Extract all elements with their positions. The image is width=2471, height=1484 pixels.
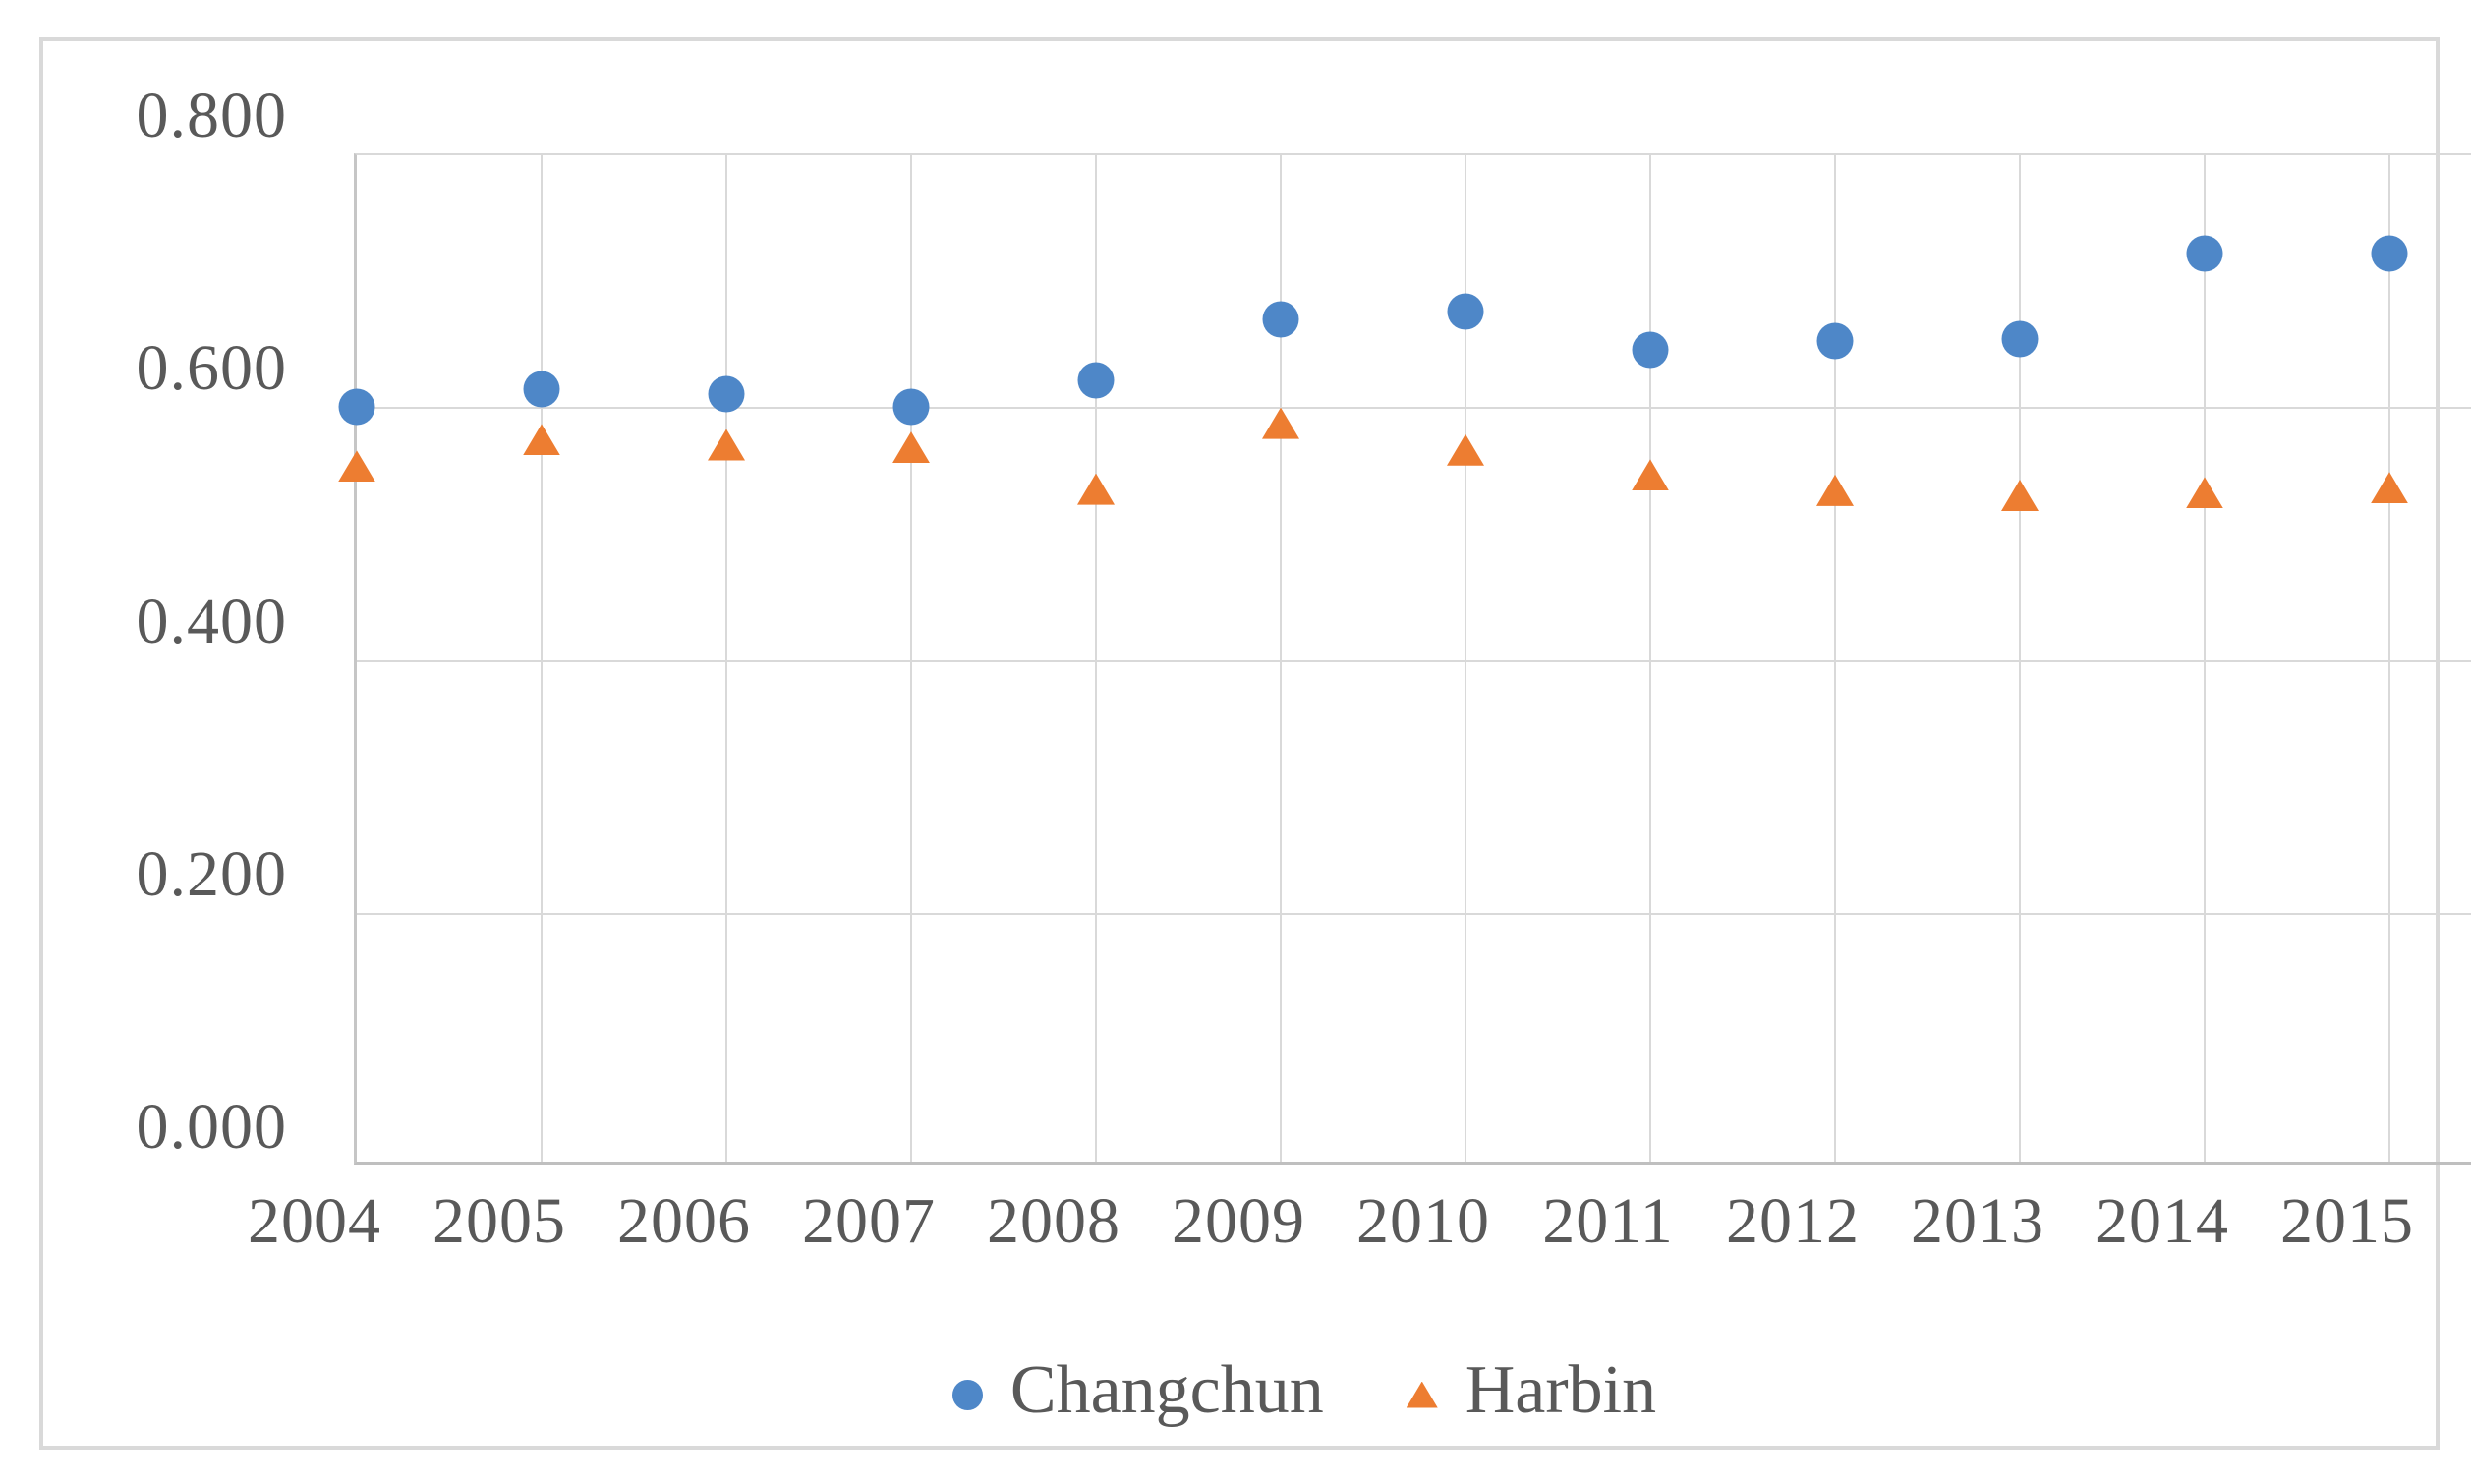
gridline-vertical bbox=[2204, 155, 2206, 1162]
data-point-changchun bbox=[1816, 322, 1854, 360]
gridline-vertical bbox=[725, 155, 727, 1162]
gridline-horizontal bbox=[357, 407, 2471, 410]
data-point-harbin bbox=[708, 428, 745, 461]
y-axis-tick-label: 0.600 bbox=[136, 332, 287, 405]
legend-label: Harbin bbox=[1465, 1352, 1657, 1428]
gridline-vertical bbox=[1095, 155, 1097, 1162]
y-axis-tick-label: 0.400 bbox=[136, 585, 287, 657]
gridline-horizontal bbox=[357, 659, 2471, 662]
legend-circle-icon bbox=[951, 1379, 983, 1410]
data-point-harbin bbox=[892, 431, 930, 464]
x-axis-tick-label: 2015 bbox=[2280, 1185, 2414, 1257]
data-point-changchun bbox=[338, 388, 375, 426]
gridline-vertical bbox=[1649, 155, 1651, 1162]
x-axis-tick-label: 2013 bbox=[1911, 1185, 2044, 1257]
gridline-vertical bbox=[1834, 155, 1836, 1162]
data-point-changchun bbox=[1447, 293, 1484, 330]
gridline-vertical bbox=[2019, 155, 2021, 1162]
data-point-harbin bbox=[338, 450, 375, 483]
x-axis-tick-label: 2011 bbox=[1542, 1185, 1674, 1257]
data-point-harbin bbox=[2371, 472, 2408, 504]
data-point-changchun bbox=[1077, 362, 1115, 399]
data-point-changchun bbox=[2186, 235, 2223, 272]
gridline-vertical bbox=[2388, 155, 2390, 1162]
data-point-changchun bbox=[1262, 301, 1299, 338]
legend-triangle-icon bbox=[1406, 1381, 1438, 1408]
data-point-changchun bbox=[2001, 320, 2039, 357]
data-point-harbin bbox=[1447, 433, 1484, 466]
x-axis-tick-label: 2009 bbox=[1172, 1185, 1305, 1257]
x-axis-tick-label: 2014 bbox=[2096, 1185, 2229, 1257]
gridline-vertical bbox=[1280, 155, 1282, 1162]
x-axis-tick-label: 2012 bbox=[1726, 1185, 1860, 1257]
data-point-harbin bbox=[1077, 473, 1115, 505]
gridline-vertical bbox=[910, 155, 912, 1162]
legend-item-harbin: Harbin bbox=[1406, 1352, 1657, 1433]
data-point-changchun bbox=[708, 375, 745, 413]
legend-item-changchun: Changchun bbox=[951, 1352, 1324, 1433]
x-axis-tick-label: 2006 bbox=[617, 1185, 751, 1257]
data-point-harbin bbox=[1632, 459, 1669, 491]
plot-area bbox=[338, 153, 2471, 1165]
data-point-harbin bbox=[2186, 477, 2223, 509]
data-point-harbin bbox=[2001, 480, 2039, 511]
data-point-harbin bbox=[523, 424, 560, 456]
x-axis-tick-label: 2007 bbox=[802, 1185, 936, 1257]
legend-items: Changchun Harbin bbox=[951, 1352, 1657, 1433]
y-axis-tick-label: 0.800 bbox=[136, 80, 287, 151]
data-point-changchun bbox=[2371, 235, 2408, 272]
chart-frame: 0.000 0.200 0.400 0.600 0.800 2004 2005 2006 20… bbox=[39, 37, 2471, 1450]
data-point-changchun bbox=[523, 371, 560, 408]
data-point-changchun bbox=[1632, 331, 1669, 369]
legend-label: Changchun bbox=[1009, 1352, 1324, 1428]
data-point-harbin bbox=[1816, 474, 1854, 506]
data-point-harbin bbox=[1262, 407, 1299, 439]
y-axis-tick-label: 0.000 bbox=[136, 1091, 287, 1163]
gridline-vertical bbox=[1465, 155, 1466, 1162]
data-point-changchun bbox=[892, 388, 930, 426]
x-axis-tick-label: 2004 bbox=[248, 1185, 381, 1257]
legend: Changchun Harbin bbox=[43, 1356, 2436, 1433]
x-axis-tick-label: 2010 bbox=[1356, 1185, 1490, 1257]
y-axis-tick-label: 0.200 bbox=[136, 837, 287, 910]
gridline-vertical bbox=[541, 155, 543, 1162]
x-axis-tick-label: 2005 bbox=[432, 1185, 566, 1257]
x-axis-tick-label: 2008 bbox=[987, 1185, 1121, 1257]
gridline-horizontal bbox=[357, 912, 2471, 915]
